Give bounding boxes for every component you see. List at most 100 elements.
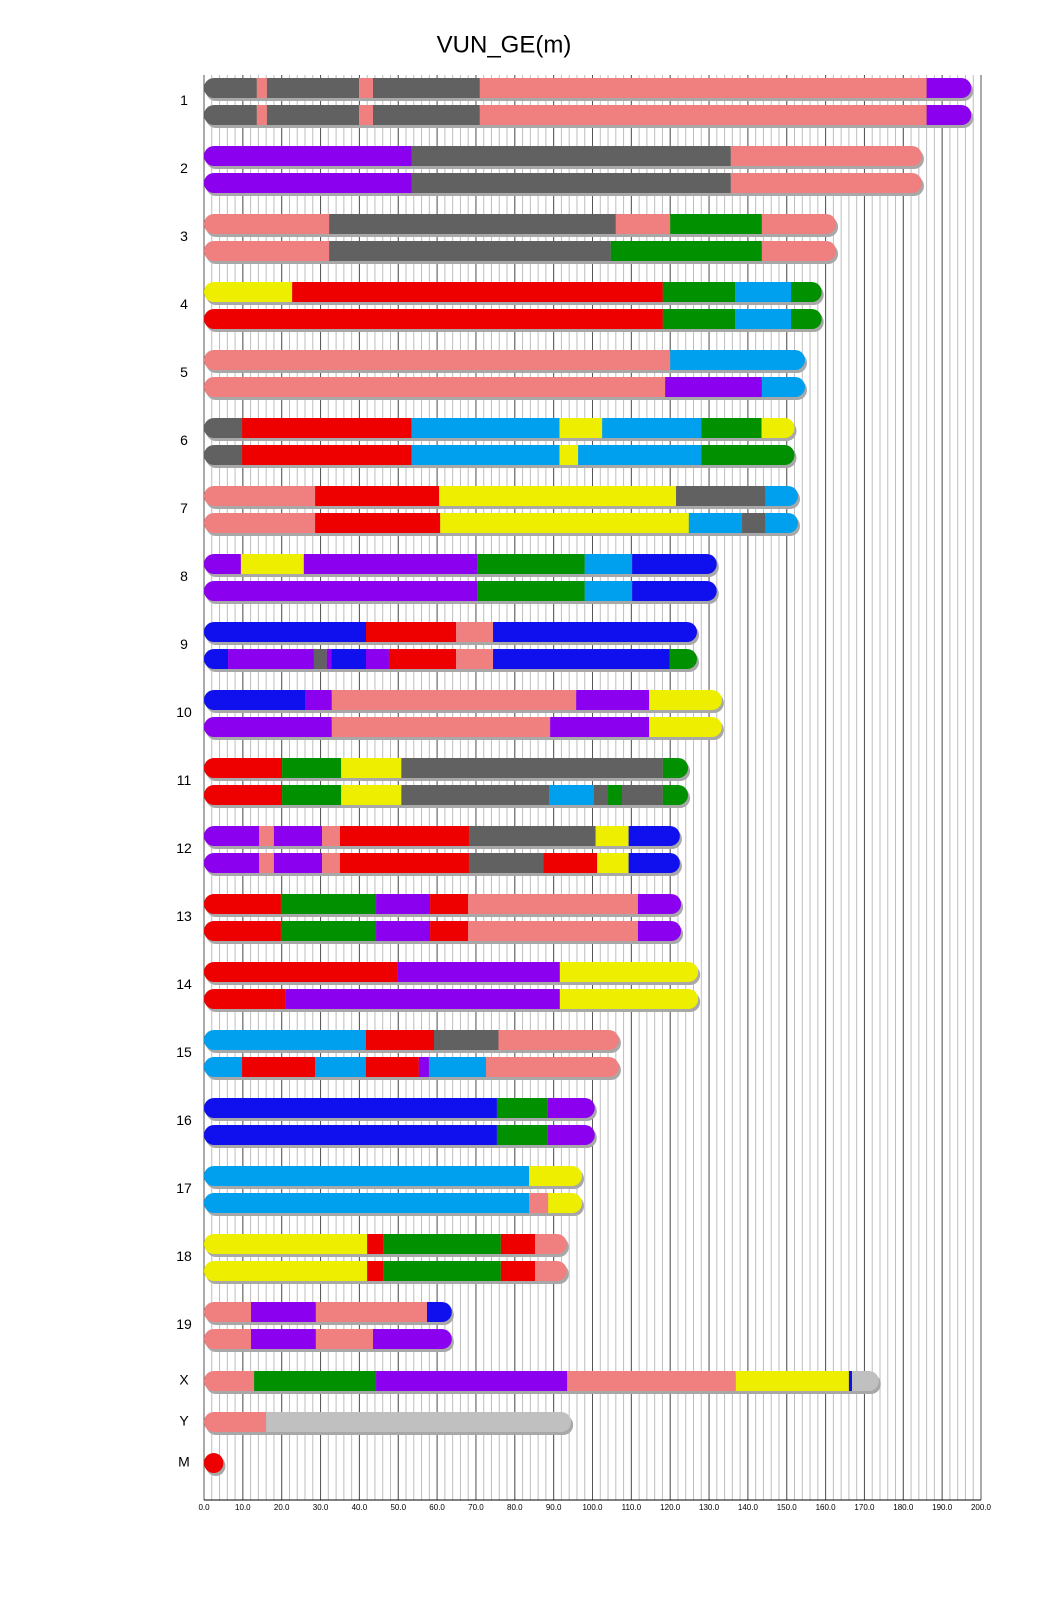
segment — [584, 554, 633, 574]
segment — [282, 785, 342, 805]
chromosome: 16 — [176, 1098, 597, 1148]
segment — [411, 418, 560, 438]
haplotype — [204, 989, 699, 1009]
segment — [632, 554, 717, 574]
segment — [547, 1098, 595, 1118]
chromosome: 11 — [177, 758, 691, 808]
chromosome: 7 — [180, 486, 801, 536]
chromosome-label: 11 — [177, 772, 192, 788]
segment — [852, 1371, 879, 1391]
chromosome-label: Y — [179, 1413, 189, 1429]
segment — [401, 785, 549, 805]
segment — [339, 853, 469, 873]
segment — [204, 853, 260, 873]
segment — [251, 1329, 316, 1349]
segment — [242, 418, 412, 438]
x-tick-label: 110.0 — [622, 1503, 642, 1512]
x-tick-label: 120.0 — [660, 1503, 681, 1512]
chromosome-label: 19 — [176, 1316, 192, 1332]
segment — [848, 1371, 853, 1391]
haplotype — [204, 1193, 583, 1213]
segment — [204, 105, 257, 125]
segment — [550, 717, 650, 737]
segment — [204, 1030, 367, 1050]
segment — [204, 1125, 497, 1145]
chromosome-label: 7 — [180, 500, 188, 516]
segment — [366, 649, 389, 669]
chromosome-label: X — [179, 1372, 189, 1388]
segment — [479, 105, 927, 125]
haplotype — [204, 1125, 595, 1145]
segment — [204, 241, 330, 261]
chromosome-label: 4 — [180, 296, 188, 312]
segment — [273, 853, 323, 873]
chromosome: 17 — [176, 1166, 585, 1216]
chromosome: Y — [179, 1412, 574, 1435]
segment — [204, 1193, 530, 1213]
haplotype — [204, 445, 795, 465]
segment — [251, 1302, 316, 1322]
segment — [331, 690, 577, 710]
segment — [628, 853, 680, 873]
x-tick-label: 150.0 — [777, 1503, 798, 1512]
segment — [292, 282, 663, 302]
segment — [204, 282, 293, 302]
chromosome-label: 5 — [180, 364, 188, 380]
segment — [547, 1125, 595, 1145]
segment — [376, 921, 431, 941]
segment — [662, 758, 689, 778]
segment — [637, 894, 682, 914]
haplotype — [204, 309, 822, 329]
segment — [204, 1234, 368, 1254]
segment — [329, 241, 611, 261]
segment — [256, 78, 267, 98]
segment — [493, 649, 670, 669]
segment — [486, 1057, 619, 1077]
segment — [477, 554, 585, 574]
segment — [688, 513, 743, 533]
segment — [204, 962, 398, 982]
segment — [367, 1234, 384, 1254]
chromosome-label: 3 — [180, 228, 188, 244]
x-tick-label: 20.0 — [274, 1503, 290, 1512]
segment — [761, 418, 795, 438]
segment — [622, 785, 663, 805]
haplotype — [204, 1234, 567, 1254]
segment — [204, 350, 671, 370]
segment — [926, 78, 972, 98]
segment — [418, 1057, 429, 1077]
chromosome: 12 — [176, 826, 682, 876]
haplotype — [204, 853, 680, 873]
segment — [372, 1329, 452, 1349]
segment — [204, 1057, 243, 1077]
x-tick-label: 170.0 — [854, 1503, 875, 1512]
haplotype — [204, 1412, 572, 1432]
segment — [242, 1057, 316, 1077]
haplotype — [204, 717, 722, 737]
haplotype — [204, 486, 799, 506]
segment — [632, 581, 717, 601]
segment — [669, 649, 698, 669]
segment — [204, 146, 412, 166]
segment — [266, 78, 360, 98]
x-tick-label: 70.0 — [468, 1503, 484, 1512]
haplotype — [204, 894, 682, 914]
x-tick-label: 50.0 — [390, 1503, 406, 1512]
segment — [329, 214, 616, 234]
segment — [662, 785, 689, 805]
chromosome: 5 — [180, 350, 808, 400]
segment — [228, 649, 314, 669]
segment — [440, 513, 689, 533]
segment — [602, 418, 702, 438]
haplotype — [204, 690, 722, 710]
segment — [559, 445, 579, 465]
x-tick-label: 200.0 — [971, 1503, 992, 1512]
segment — [204, 717, 332, 737]
segment — [204, 445, 243, 465]
segment — [204, 486, 316, 506]
segment — [628, 826, 680, 846]
segment — [670, 214, 762, 234]
segment — [456, 649, 494, 669]
segment — [926, 105, 972, 125]
segment — [701, 418, 762, 438]
